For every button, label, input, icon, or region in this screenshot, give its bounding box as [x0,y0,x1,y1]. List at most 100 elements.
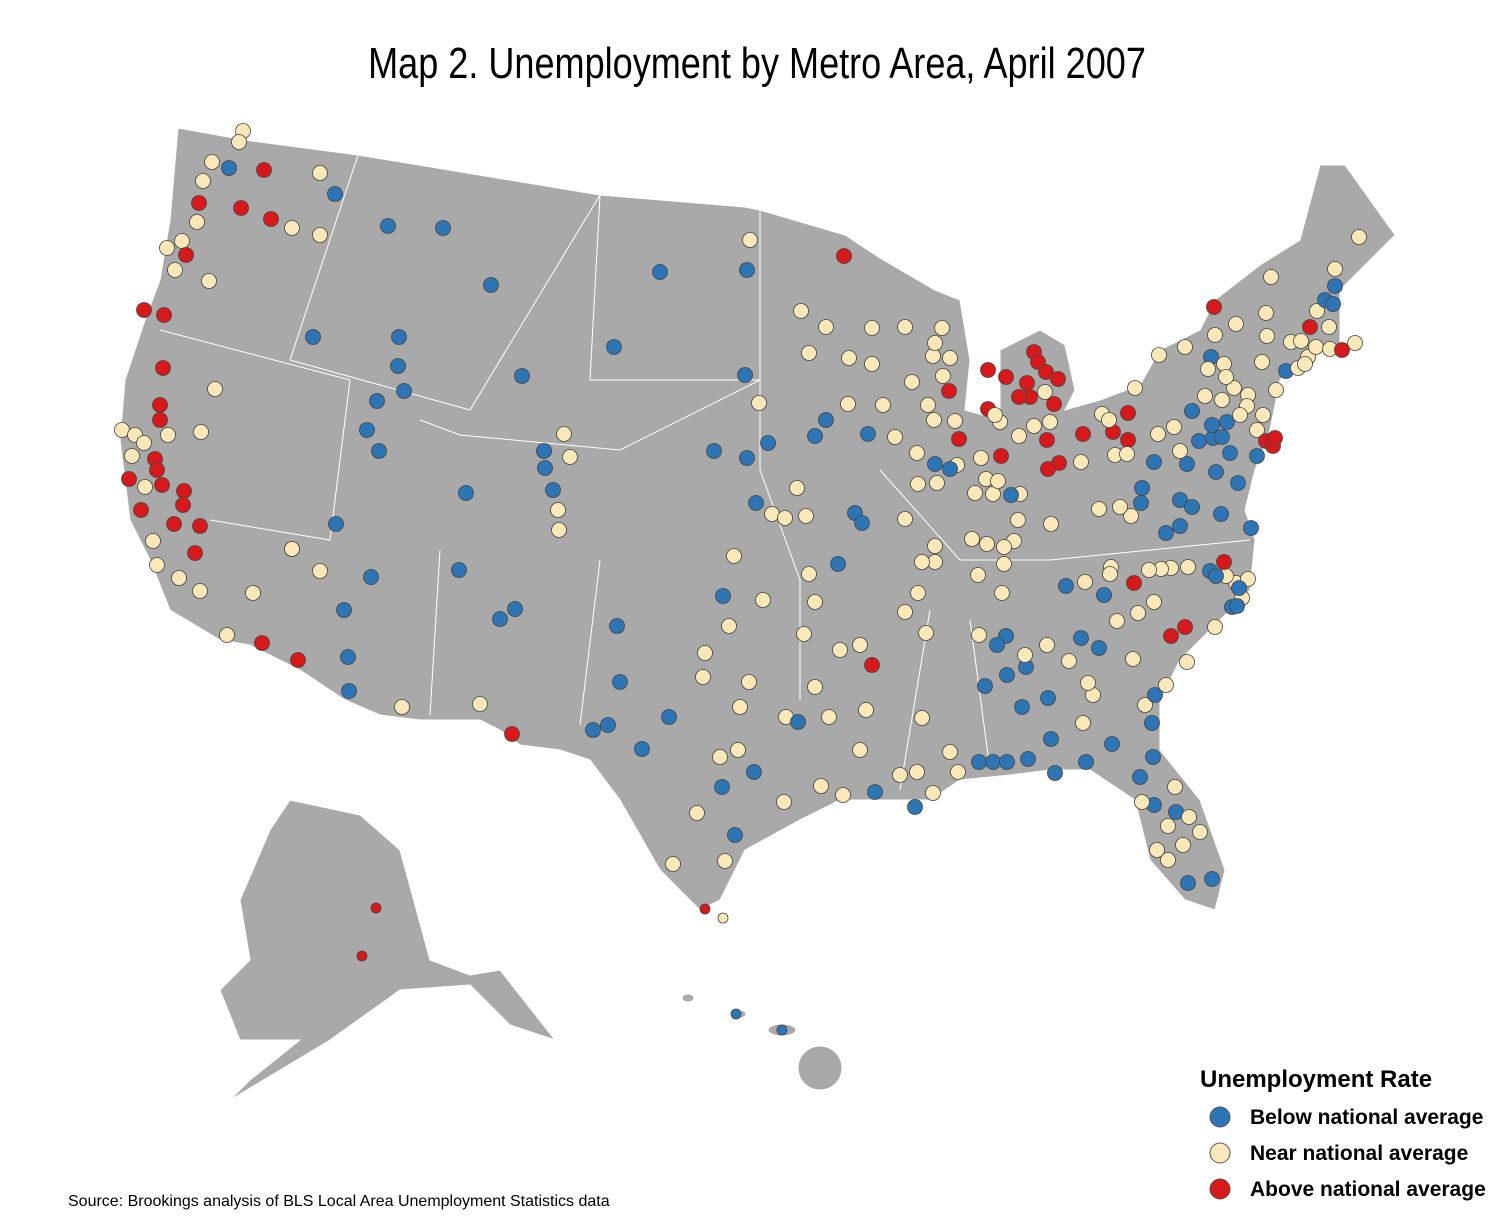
metro-dot [907,799,923,815]
metro-dot [359,422,375,438]
hawaii [681,993,695,1003]
metro-dot [256,162,272,178]
metro-dot [807,679,823,695]
metro-dot [801,345,817,361]
metro-dot [233,200,249,216]
metro-dot [1130,605,1146,621]
metro-dot [1091,501,1107,517]
metro-dot [1150,426,1166,442]
metro-dot [801,566,817,582]
metro-dot [1160,852,1176,868]
metro-dot [727,827,743,843]
metro-dot [864,356,880,372]
metro-dot [897,604,913,620]
metro-dot [175,497,191,513]
metro-dot [967,485,983,501]
metro-dot [1077,574,1093,590]
metro-dot [807,428,823,444]
metro-dot [193,424,209,440]
metro-dot [1134,794,1150,810]
metro-dot [971,627,987,643]
metro-dot [612,674,628,690]
metro-dot [1216,554,1232,570]
metro-dot [1109,613,1125,629]
metro-dot [1160,818,1176,834]
metro-dot [1325,296,1341,312]
metro-dot [1327,278,1343,294]
metro-dot [187,545,203,561]
metro-dot [980,362,996,378]
metro-dot [1214,392,1230,408]
metro-dot [914,710,930,726]
metro-dot [1020,751,1036,767]
metro-dot [1222,445,1238,461]
metro-dot [1101,412,1117,428]
metro-dot [860,426,876,442]
metro-dot [1172,492,1188,508]
metro-dot [927,538,943,554]
metro-dot [1078,754,1094,770]
metro-dot [875,397,891,413]
metro-dot [665,856,681,872]
metro-dot [935,368,951,384]
metro-dot [556,426,572,442]
metro-dot [507,601,523,617]
metro-dot [852,637,868,653]
metro-dot [145,533,161,549]
metro-dot [1073,630,1089,646]
metro-dot [536,443,552,459]
metro-dot [864,657,880,673]
metro-dot [154,477,170,493]
metro-dot [1179,654,1195,670]
metro-dot [245,585,261,601]
metro-dot [1172,518,1188,534]
legend-label: Near national average [1250,1142,1468,1165]
metro-dot [914,554,930,570]
metro-dot [661,709,677,725]
metro-dot [813,778,829,794]
metro-dot [1010,512,1026,528]
metro-dot [458,485,474,501]
metro-dot [721,618,737,634]
metro-dot [999,754,1015,770]
alaska [219,799,557,1101]
metro-dot [1249,448,1265,464]
metro-dot [312,165,328,181]
metro-dot [1147,687,1163,703]
metro-dot [1073,454,1089,470]
metro-dots [114,123,1367,1036]
metro-dot [137,479,153,495]
metro-dot [1192,824,1208,840]
metro-dot [950,764,966,780]
metro-dot [152,412,168,428]
metro-dot [1120,432,1136,448]
metro-dot [821,709,837,725]
metro-dot [219,627,235,643]
metro-dot [537,460,553,476]
metro-dot [174,233,190,249]
metro-dot [864,320,880,336]
metro-dot [714,779,730,795]
metro-dot [1134,480,1150,496]
metro-dot [841,350,857,366]
metro-dot [504,726,520,742]
metro-dot [789,480,805,496]
metro-dot [706,443,722,459]
legend-swatch [1209,1106,1231,1128]
metro-dot [1123,508,1139,524]
metro-dot [1132,769,1148,785]
metro-dot [836,248,852,264]
metro-dot [1046,396,1062,412]
metro-dot [1037,384,1053,400]
metro-dot [396,383,412,399]
metro-dot [755,592,771,608]
metro-dot [739,262,755,278]
metro-dot [1263,269,1279,285]
metro-dot [832,642,848,658]
metro-dot [492,611,508,627]
metro-dot [204,154,220,170]
metro-dot [1191,433,1207,449]
metro-dot [887,429,903,445]
metro-dot [1061,653,1077,669]
metro-dot [550,502,566,518]
